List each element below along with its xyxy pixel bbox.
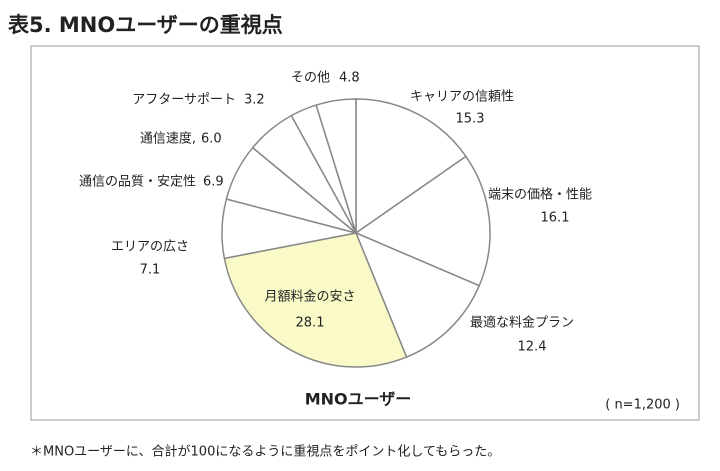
slice-value: 7.1 (140, 263, 161, 278)
center-label: MNOユーザー (305, 390, 412, 409)
slice-value: 6.0 (201, 132, 222, 147)
slice-value: 4.8 (339, 71, 360, 86)
slice-value: 16.1 (541, 211, 570, 226)
sample-note: ( n=1,200 ) (605, 398, 680, 413)
slice-label: アフターサポート (132, 93, 236, 108)
slice-label: 通信速度, (140, 131, 196, 147)
pie-slice (355, 98, 467, 235)
slice-label: キャリアの信頼性 (410, 90, 514, 105)
slice-label: その他 (291, 71, 330, 86)
pie-slice (354, 231, 481, 359)
slice-value: 12.4 (518, 340, 547, 355)
pie-slice (315, 98, 357, 234)
slice-value: 3.2 (244, 93, 265, 108)
slice-label: 月額料金の安さ (264, 289, 355, 305)
footnote: ＊MNOユーザーに、合計が100になるように重視点をポイント化してもらった。 (30, 444, 500, 460)
slice-value: 6.9 (203, 175, 224, 190)
pie-slice (354, 155, 491, 287)
slice-value: 28.1 (296, 316, 325, 331)
slice-label: エリアの広さ (111, 240, 189, 255)
slice-label: 通信の品質・安定性 (79, 175, 196, 190)
slice-label: 最適な料金プラン (470, 315, 574, 331)
slice-label: 端末の価格・性能 (488, 187, 592, 203)
pie-slice (223, 232, 408, 368)
slice-value: 15.3 (456, 112, 485, 127)
chart-title: 表5. MNOユーザーの重視点 (8, 13, 283, 37)
